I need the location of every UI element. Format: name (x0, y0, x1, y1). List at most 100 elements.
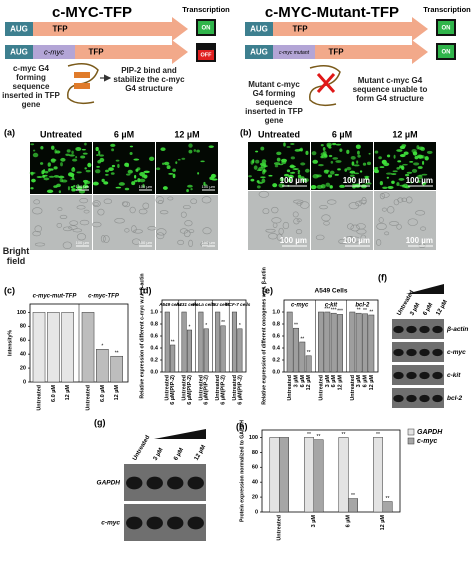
cell-outline (292, 211, 299, 218)
cell-outline (360, 234, 366, 241)
cell-spot (274, 164, 279, 168)
cell-spot (365, 182, 372, 185)
cell-outline (405, 196, 413, 204)
cell-outline (93, 202, 99, 206)
cell-spot (279, 177, 284, 182)
cell-outline (376, 222, 387, 230)
cell-spot (320, 184, 326, 189)
y-tick-label: 0 (255, 509, 258, 515)
insert-segment (33, 45, 75, 59)
fluorescence-image (30, 142, 92, 194)
cell-outline (389, 221, 399, 226)
cell-spot (70, 185, 74, 189)
cell-spot (328, 154, 333, 158)
series-name: A549 cells (158, 302, 182, 307)
y-tick-label: 0.8 (150, 321, 158, 327)
scale-label: 100 µm (343, 176, 370, 185)
off-light (198, 50, 214, 60)
cell-spot (260, 146, 265, 151)
cell-spot (46, 189, 54, 194)
cell-spot (29, 171, 36, 175)
cell-spot (417, 166, 423, 169)
cell-spot (276, 151, 282, 156)
cell-spot (374, 150, 379, 154)
cell-spot (253, 165, 258, 170)
cell-spot (349, 174, 355, 177)
y-tick-label: 0.4 (150, 345, 159, 351)
bar (286, 311, 293, 373)
bar (198, 311, 204, 373)
on-label: ON (442, 50, 451, 56)
cell-spot (190, 187, 193, 191)
bar (170, 344, 176, 373)
cell-outline (114, 218, 125, 224)
bar (349, 311, 356, 373)
cell-spot (292, 168, 299, 170)
lane-label: 3 µM (153, 447, 165, 462)
x-tick-label: 12 µM (380, 515, 386, 531)
band (419, 371, 430, 380)
cell-outline (293, 218, 300, 225)
y-tick-label: 60 (252, 465, 258, 471)
bar (324, 311, 331, 373)
cell-spot (82, 152, 88, 155)
aug-label: AUG (10, 48, 28, 57)
cell-spot (131, 181, 136, 186)
cell-spot (364, 175, 370, 178)
cell-outline (201, 196, 212, 204)
y-axis-label: Relative expression of different oncogen… (261, 267, 267, 405)
y-tick-label: 0.6 (272, 333, 280, 339)
y-tick-label: 0 (23, 379, 26, 385)
x-tick-label: 3 µM (356, 375, 362, 388)
cell-outline (97, 208, 105, 216)
cell-outline (415, 210, 426, 216)
cell-spot (417, 146, 425, 150)
x-tick-label: 6 µM(PIP-2) (187, 375, 193, 405)
cell-spot (403, 151, 409, 155)
cell-outline (156, 228, 167, 236)
brightfield-image (374, 191, 436, 250)
cell-outline (361, 196, 367, 205)
x-tick-label: 6.0 µM (100, 385, 106, 402)
off-label: OFF (201, 52, 213, 58)
cell-spot (98, 150, 101, 155)
panel-label: (c) (4, 285, 15, 295)
annotation: Mutant c-myc G4 sequence unable to form … (352, 76, 428, 103)
cell-spot (40, 145, 44, 150)
cell-spot (329, 185, 333, 189)
insert-label: c-myc (44, 47, 64, 56)
x-tick-label: 3 µM (325, 375, 331, 388)
cell-spot (141, 175, 147, 178)
cell-spot (96, 165, 100, 168)
cell-spot (386, 176, 390, 179)
band (167, 516, 184, 530)
legend-swatch (407, 428, 415, 436)
scale-label: 100 µm (406, 176, 433, 185)
cell-spot (283, 142, 286, 147)
band (126, 476, 143, 490)
band (146, 476, 163, 490)
cell-spot (379, 181, 383, 186)
bar (382, 501, 393, 513)
cell-spot (335, 143, 342, 146)
bar (299, 341, 306, 373)
band-label: bcl-2 (447, 395, 463, 402)
cell-spot (118, 182, 125, 186)
bar (355, 312, 362, 373)
band (419, 394, 430, 403)
condition-label: 6 µM (332, 129, 352, 139)
significance: ** (307, 432, 311, 438)
cell-spot (320, 155, 324, 159)
on-light (198, 21, 214, 34)
scale-label: 100 µm (139, 184, 153, 189)
cell-outline (133, 229, 143, 234)
cell-spot (390, 173, 397, 175)
band-label: c-myc (447, 349, 466, 356)
bar (338, 437, 349, 513)
cell-spot (75, 156, 78, 159)
cell-spot (50, 145, 55, 150)
x-tick-label: Untreated (182, 375, 188, 401)
bar (373, 437, 384, 513)
band (432, 371, 443, 380)
band (393, 348, 404, 357)
